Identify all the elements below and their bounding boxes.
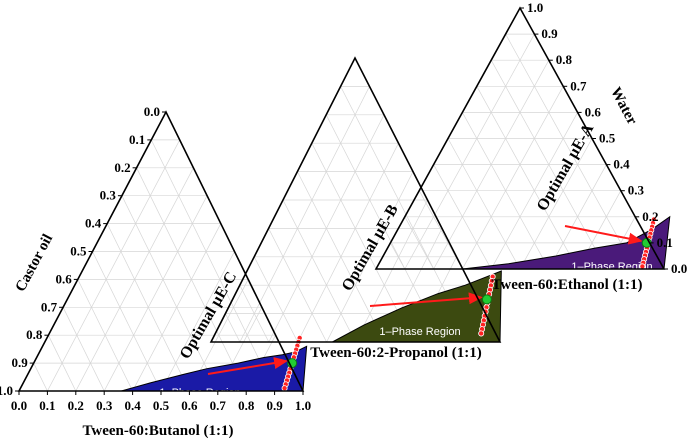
ternary-3-right-tick-label: 0.9 (541, 26, 558, 41)
ternary-3-gridline (404, 216, 434, 270)
ternary-1-left-tick-label: 1.0 (0, 383, 13, 398)
ternary-2-gridline (355, 199, 428, 343)
ternary-2-bottom-axis-label: Tween-60:2-Propanol (1:1) (310, 345, 482, 361)
ternary-3-gridline (548, 164, 607, 270)
ternary-1-left-tick-label: 0.4 (85, 216, 102, 231)
ternary-3-right-tick-label: 0.8 (556, 52, 573, 67)
ternary-1-bottom-tick-label: 0.1 (39, 398, 55, 413)
ternary-3-right-tick-label: 0.0 (671, 261, 687, 276)
ternary-2-gridline (297, 143, 399, 343)
ternary-3-right-tick-label: 0.2 (642, 209, 658, 224)
ternary-3-right-tick-label: 0.7 (570, 78, 587, 93)
ternary-2-gridline (311, 143, 414, 343)
ternary-1-left-tick-label: 0.8 (26, 327, 43, 342)
ternary-1-bottom-tick-label: 0.6 (181, 398, 198, 413)
ternary-1-left-axis-label: Castor oil (13, 232, 57, 295)
ternary-3-right-tick-label: 0.3 (628, 183, 645, 198)
ternary-1-bottom-axis-label: Tween-60:Butanol (1:1) (83, 423, 234, 439)
ternary-1-bottom-tick-label: 0.4 (124, 398, 141, 413)
ternary-1-left-tick-label: 0.6 (56, 271, 73, 286)
ternary-1-optimal-arrow (207, 357, 289, 375)
ternary-3-right-tick-label: 0.1 (657, 235, 673, 250)
ternary-3-gridline (505, 33, 636, 270)
ternary-1-gridline (121, 195, 219, 392)
ternary-3-gridline (433, 164, 492, 270)
ternary-2-region-label: 1–Phase Region (379, 326, 460, 338)
ternary-3-right-tick-label: 1.0 (527, 0, 543, 15)
ternary-3-gridline (462, 86, 564, 270)
ternary-2-gridline (282, 199, 356, 343)
ternary-1-gridline (150, 139, 275, 392)
ternary-3-bottom-axis-label: Tween-60:Ethanol (1:1) (492, 277, 643, 293)
ternary-2-gridline (268, 228, 327, 343)
ternary-3-right-axis-label: Water (607, 85, 640, 128)
ternary-2-optimal-point (481, 294, 492, 305)
ternary-1-gridline (92, 251, 162, 392)
ternary-1-left-tick-label: 0.5 (70, 244, 87, 259)
ternary-2-gridline (239, 285, 270, 343)
ternary-2-optimal-label: Optimal μE-B (339, 202, 402, 294)
ternary-2-gridline (225, 313, 241, 343)
ternary-3-gridline (447, 138, 521, 270)
ternary-1-left-tick-label: 0.1 (129, 132, 145, 147)
ternary-1-gridline (47, 139, 181, 392)
ternary-1-left-tick-label: 0.2 (114, 160, 130, 175)
ternary-1-bottom-tick-label: 0.3 (96, 398, 113, 413)
ternary-1-optimal-label: Optimal μE-C (177, 269, 240, 362)
ternary-1-gridline (77, 279, 133, 392)
ternary-3-right-tick-label: 0.6 (585, 104, 602, 119)
ternary-2-one-phase-region (332, 270, 502, 343)
ternary-1-gridline (160, 251, 235, 392)
ternary-3-region-label: 1–Phase Region (571, 261, 652, 273)
ternary-2-dilution-point (478, 330, 485, 337)
ternary-1-dilution-point (281, 385, 288, 392)
ternary-1-gridline (48, 335, 77, 392)
ternary-3-right-tick-label: 0.5 (599, 131, 616, 146)
ternary-1-gridline (103, 195, 208, 392)
ternary-1-bottom-tick-label: 0.0 (11, 398, 27, 413)
ternary-1-left-tick-label: 0.9 (11, 355, 28, 370)
ternary-1-region-label: 1–Phase Region (159, 387, 240, 399)
ternary-1-one-phase-region (121, 345, 308, 392)
ternary-1-bottom-tick-label: 0.2 (68, 398, 84, 413)
ternary-1-gridline (33, 362, 48, 392)
ternary-3-gridline (404, 33, 535, 270)
ternary-1-left-tick-label: 0.0 (144, 104, 160, 119)
text-layer: Optimal μE-C 0.0 0.1 0.2 0.3 0.4 0.5 0.6 0.7 0.8 0… (0, 0, 687, 439)
ternary-1-left-tick-label: 0.7 (41, 299, 58, 314)
ternary-3-gridline (519, 138, 593, 270)
ternary-1-bottom-tick-label: 1.0 (295, 398, 311, 413)
ternary-2-optimal-arrow (369, 292, 483, 307)
content-layer: 1–Phase Region 1–Phase Region 1–Phase Regi… (121, 215, 671, 399)
ternary-2-gridline (239, 86, 370, 343)
ternary-1-bottom-tick-label: 0.9 (266, 398, 283, 413)
ternary-3-optimal-arrow (564, 225, 643, 245)
ternary-3-one-phase-region (462, 215, 671, 270)
ternary-1-bottom-tick-label: 0.7 (210, 398, 227, 413)
ternary-1-bottom-tick-label: 0.8 (238, 398, 255, 413)
ternary-2-triangle-frame (209, 56, 502, 343)
ternary-3-gridline (476, 86, 578, 270)
ternary-3-gridline (390, 242, 406, 270)
ternary-1-gridline (62, 307, 105, 392)
ternary-2-gridline (253, 256, 299, 343)
frame-layer (15, 6, 668, 395)
ternary-3-right-tick-label: 0.4 (613, 157, 630, 172)
ternary-1-bottom-tick-label: 0.5 (153, 398, 170, 413)
grid-layer (33, 33, 650, 392)
ternary-1-left-tick-label: 0.3 (100, 188, 117, 203)
